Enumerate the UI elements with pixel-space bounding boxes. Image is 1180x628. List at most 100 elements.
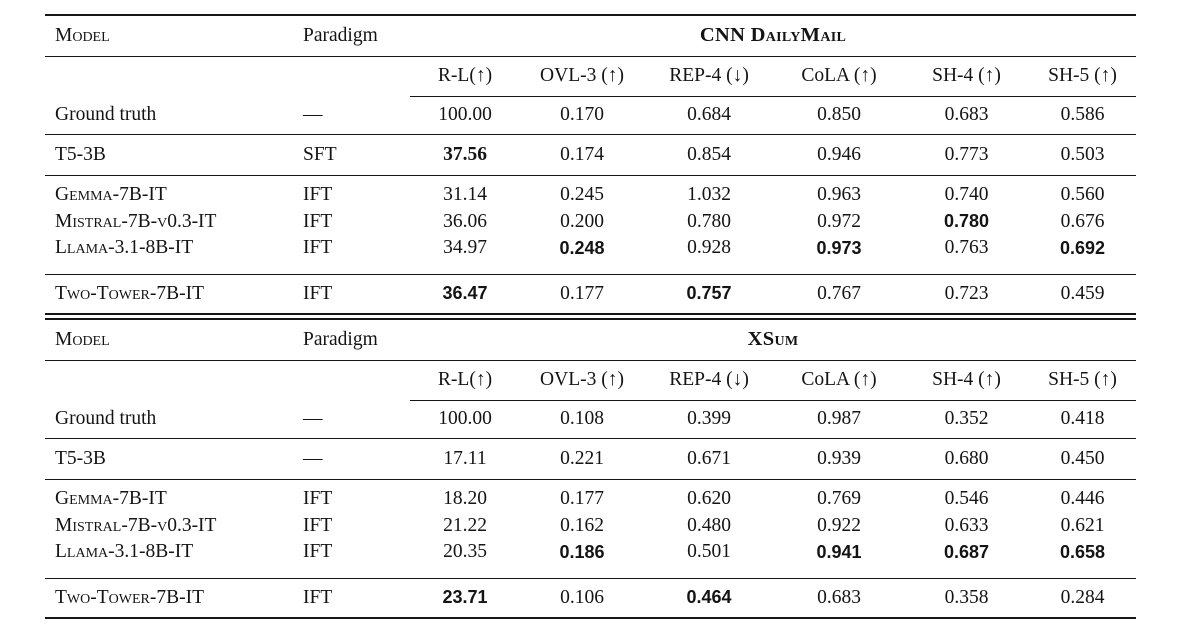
empty-header-cell [45, 56, 295, 96]
model-name: Two-Tower-7B-IT [55, 282, 205, 304]
metric-value: 23.71 [442, 587, 488, 608]
metric-header-row: R-L(↑) OVL-3 (↑) REP-4 (↓) CoLA (↑) SH-4… [45, 360, 1137, 401]
metric-value: 0.692 [1029, 235, 1137, 275]
metric-value: 34.97 [410, 235, 520, 275]
paradigm-value: — [295, 400, 410, 439]
empty-header-cell [295, 360, 410, 400]
empty-header-cell [45, 360, 295, 400]
metric-value: 0.763 [904, 235, 1029, 275]
metric-value: 0.987 [774, 400, 904, 439]
metric-value: 0.621 [1060, 514, 1105, 536]
metric-value: 0.546 [944, 487, 989, 509]
model-name: Mistral-7B-v0.3-IT [55, 210, 217, 232]
metric-value: 0.248 [520, 235, 644, 275]
model-name: T5-3B [45, 438, 295, 480]
metric-value: 0.941 [774, 539, 904, 579]
metric-value: 0.560 [1060, 183, 1105, 205]
model-column-header: Model [45, 319, 295, 361]
metric-value: 0.854 [644, 134, 774, 176]
model-column-header: Model [45, 15, 295, 57]
table-row: Gemma-7B-IT IFT 31.14 0.245 1.032 0.963 0.740 0… [45, 175, 1136, 208]
metric-header-sh5: SH-5 (↑) [1029, 360, 1137, 401]
metric-header-rep4: REP-4 (↓) [644, 360, 774, 401]
metric-value: 0.586 [1029, 96, 1137, 135]
metric-value: 1.032 [687, 183, 731, 205]
metric-header-rl: R-L(↑) [410, 360, 520, 401]
metric-value: 0.245 [560, 183, 604, 205]
metric-value: 31.14 [443, 183, 487, 205]
metric-value: 100.00 [410, 400, 520, 439]
metric-value: 0.186 [520, 539, 644, 579]
metric-value: 0.399 [644, 400, 774, 439]
metric-value: 0.723 [944, 282, 989, 304]
metric-value: 0.658 [1029, 539, 1137, 579]
metric-value: 0.480 [687, 514, 731, 536]
paradigm-value: IFT [303, 514, 333, 536]
metric-header-rep4: REP-4 (↓) [644, 56, 774, 97]
metric-value: 21.22 [443, 514, 487, 536]
metric-value: 0.450 [1029, 438, 1137, 480]
paradigm-value: IFT [303, 487, 333, 509]
metric-value: 0.683 [817, 586, 861, 608]
metric-header-row: R-L(↑) OVL-3 (↑) REP-4 (↓) CoLA (↑) SH-4… [45, 56, 1137, 97]
paradigm-value: SFT [295, 134, 410, 176]
metric-value: 0.850 [774, 96, 904, 135]
metric-value: 0.221 [520, 438, 644, 480]
metric-value: 0.177 [560, 487, 604, 509]
metric-value: 0.769 [817, 487, 861, 509]
metric-value: 0.922 [817, 514, 861, 536]
metric-value: 17.11 [410, 438, 520, 480]
metric-header-ovl3: OVL-3 (↑) [520, 360, 644, 401]
paradigm-value: IFT [303, 210, 333, 232]
paradigm-value: — [295, 96, 410, 135]
metric-value: 0.946 [774, 134, 904, 176]
metric-value: 100.00 [410, 96, 520, 135]
paradigm-column-header: Paradigm [295, 15, 410, 57]
metric-value: 0.671 [644, 438, 774, 480]
metric-value: 0.106 [560, 586, 604, 608]
paradigm-column-header: Paradigm [295, 319, 410, 361]
metric-value: 0.464 [686, 587, 732, 608]
metric-value: 0.780 [687, 210, 731, 232]
metric-value: 0.177 [560, 282, 604, 304]
model-name: Gemma-7B-IT [55, 183, 167, 205]
metric-value: 0.767 [817, 282, 861, 304]
table-row: T5-3B —17.11 0.221 0.671 0.939 0.680 0.450 [45, 438, 1137, 480]
dataset-title-cnn-dailymail: CNN DailyMail [410, 15, 1137, 57]
model-name: T5-3B [45, 134, 295, 176]
metric-value: 0.676 [1060, 210, 1105, 232]
metric-value: 0.284 [1060, 586, 1105, 608]
model-name: Ground truth [45, 96, 295, 135]
metric-value: 0.740 [944, 183, 989, 205]
metric-header-sh4: SH-4 (↑) [904, 360, 1029, 401]
model-name: Llama-3.1-8B-IT [45, 235, 295, 275]
dataset-title-xsum: XSum [410, 319, 1137, 361]
metric-value: 0.200 [560, 210, 604, 232]
table-row: Llama-3.1-8B-IT IFT 34.97 0.248 0.928 0.973 0.… [45, 235, 1137, 275]
metric-value: 0.633 [944, 514, 989, 536]
metric-header-sh5: SH-5 (↑) [1029, 56, 1137, 97]
model-name: Two-Tower-7B-IT [55, 586, 205, 608]
table-header-row: Model Paradigm XSum [45, 319, 1137, 361]
table-row: Gemma-7B-IT IFT 18.20 0.177 0.620 0.769 0.546 0… [45, 479, 1136, 512]
metric-header-sh4: SH-4 (↑) [904, 56, 1029, 97]
paradigm-value: IFT [303, 586, 333, 608]
metric-value: 0.358 [944, 586, 989, 608]
table-row: Llama-3.1-8B-IT IFT 20.35 0.186 0.501 0.941 0.… [45, 539, 1137, 579]
metric-value: 0.684 [644, 96, 774, 135]
metric-value: 36.06 [443, 210, 487, 232]
model-name: Ground truth [45, 400, 295, 439]
paradigm-value: IFT [303, 183, 333, 205]
table-row: Mistral-7B-v0.3-IT IFT 21.22 0.162 0.480 0.92… [45, 512, 1136, 539]
metric-value: 0.446 [1060, 487, 1105, 509]
metric-value: 37.56 [410, 134, 520, 176]
model-name: Gemma-7B-IT [55, 487, 167, 509]
paradigm-value: IFT [295, 539, 410, 579]
metric-value: 0.687 [904, 539, 1029, 579]
metric-value: 0.780 [943, 211, 990, 231]
metric-header-rl: R-L(↑) [410, 56, 520, 97]
metric-value: 20.35 [410, 539, 520, 579]
metric-header-ovl3: OVL-3 (↑) [520, 56, 644, 97]
metric-header-cola: CoLA (↑) [774, 360, 904, 401]
metric-value: 0.108 [520, 400, 644, 439]
